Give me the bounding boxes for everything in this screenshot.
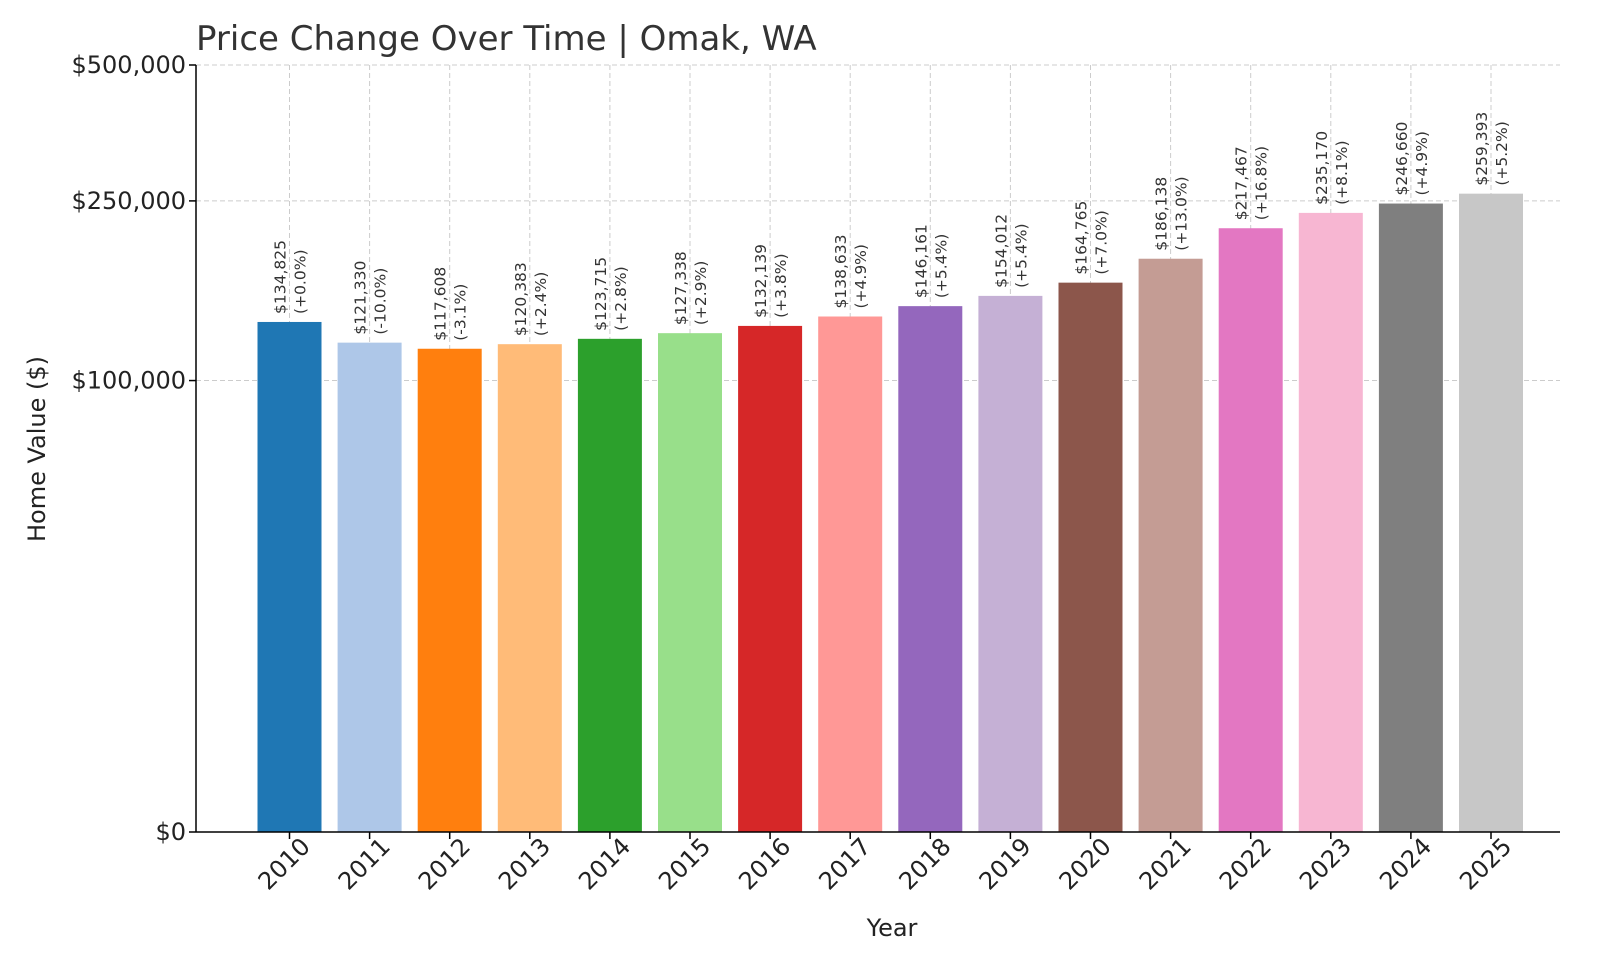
x-axis-ticks: 2010 2011 2012 2013 2014 2015 2016 2017 2018 2019… [253, 832, 1517, 895]
x-tick-label: 2011 [333, 832, 396, 895]
bar-change-label: (-3.1%) [452, 284, 470, 341]
bar-value-label: $127,338 [672, 251, 690, 325]
bar-change-label: (+5.4%) [1012, 223, 1030, 287]
bar-value-label: $259,393 [1473, 112, 1491, 186]
bar-2021 [1138, 258, 1203, 832]
x-tick-label: 2016 [733, 832, 796, 895]
bar-value-label: $146,161 [912, 224, 930, 298]
bar-2023 [1298, 212, 1363, 832]
bar-2015 [658, 333, 722, 832]
bar-value-label: $120,383 [512, 262, 530, 336]
bar-change-label: (+4.9%) [1413, 131, 1431, 195]
y-tick-label: $250,000 [71, 187, 186, 215]
bar-change-label: (+13.0%) [1173, 176, 1191, 250]
bar-value-label: $235,170 [1313, 131, 1331, 205]
bar-value-label: $246,660 [1393, 122, 1411, 196]
bars [257, 193, 1523, 833]
bar-2011 [337, 342, 402, 832]
bar-value-label: $123,715 [592, 257, 610, 331]
x-tick-label: 2025 [1454, 832, 1517, 895]
bar-2017 [818, 316, 883, 832]
bar-2010 [257, 321, 322, 832]
bar-change-label: (+2.4%) [532, 272, 550, 336]
bar-2024 [1378, 203, 1443, 832]
bar-value-label: $138,633 [832, 235, 850, 309]
bar-change-label: (+16.8%) [1253, 146, 1271, 220]
bar-change-label: (+7.0%) [1093, 210, 1111, 274]
x-tick-label: 2015 [653, 832, 716, 895]
bar-change-label: (+0.0%) [292, 249, 310, 313]
x-tick-label: 2014 [573, 832, 636, 895]
bar-change-label: (+2.8%) [612, 266, 630, 330]
bar-labels: $134,825 (+0.0%) $121,330 (-10.0%) $117,608(… [272, 112, 1512, 341]
x-tick-label: 2020 [1054, 832, 1117, 895]
bar-2018 [898, 306, 963, 832]
bar-value-label: $217,467 [1233, 146, 1251, 220]
bar-2019 [978, 295, 1043, 832]
bar-value-label: $121,330 [352, 261, 370, 335]
bar-2020 [1058, 282, 1123, 832]
x-tick-label: 2024 [1374, 832, 1437, 895]
bar-change-label: (+5.4%) [932, 234, 950, 298]
bar-value-label: $164,765 [1073, 201, 1091, 275]
bar-value-label: $132,139 [752, 244, 770, 318]
chart-title: Price Change Over Time | Omak, WA [196, 19, 817, 59]
bar-2013 [497, 344, 562, 832]
bar-change-label: (-10.0%) [372, 268, 390, 335]
bar-change-label: (+5.2%) [1493, 121, 1511, 185]
x-tick-label: 2023 [1294, 832, 1357, 895]
x-axis-label: Year [866, 914, 918, 942]
x-tick-label: 2021 [1134, 832, 1197, 895]
bar-2014 [577, 338, 642, 832]
bar-2016 [738, 325, 803, 832]
bar-value-label: $186,138 [1153, 177, 1171, 251]
x-tick-label: 2022 [1214, 832, 1277, 895]
x-tick-label: 2010 [253, 832, 316, 895]
x-tick-label: 2018 [894, 832, 957, 895]
x-tick-label: 2017 [813, 832, 876, 895]
x-tick-label: 2019 [974, 832, 1037, 895]
x-tick-label: 2013 [493, 832, 556, 895]
bar-2025 [1459, 193, 1523, 832]
bar-change-label: (+3.8%) [772, 253, 790, 317]
bar-2022 [1218, 228, 1283, 833]
y-tick-label: $500,000 [71, 51, 186, 79]
bar-change-label: (+2.9%) [692, 261, 710, 325]
x-tick-label: 2012 [413, 832, 476, 895]
bar-value-label: $117,608 [432, 267, 450, 341]
bar-2012 [417, 348, 482, 832]
bar-value-label: $154,012 [992, 214, 1010, 288]
y-tick-label: $100,000 [71, 367, 186, 395]
y-tick-label: $0 [155, 818, 186, 846]
bar-value-label: $134,825 [272, 240, 290, 314]
bar-change-label: (+8.1%) [1333, 140, 1351, 204]
y-axis-ticks: $0 $100,000 $250,000 $500,000 [71, 51, 196, 846]
y-axis-label: Home Value ($) [23, 356, 51, 542]
bar-change-label: (+4.9%) [852, 244, 870, 308]
